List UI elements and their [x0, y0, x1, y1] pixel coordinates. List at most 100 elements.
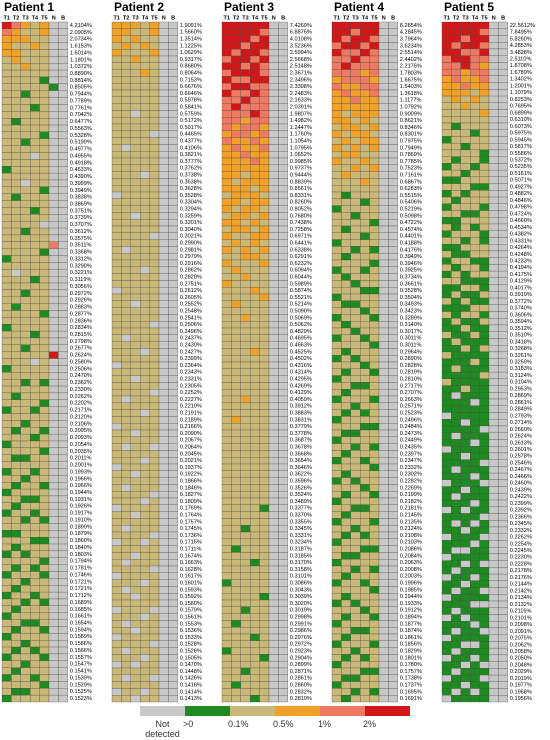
heatmap-cell [158, 130, 169, 138]
row-label: 0.6971% [290, 234, 312, 240]
row-label: 0.2399% [180, 356, 202, 362]
row-label: 0.4724% [510, 211, 532, 217]
heatmap-cell [331, 232, 342, 240]
heatmap-cell [1, 461, 12, 469]
heatmap-cell [20, 255, 31, 263]
heatmap-cell [470, 466, 480, 474]
heatmap-cell [39, 351, 50, 359]
heatmap-cell [451, 311, 461, 319]
heatmap-cell [58, 502, 68, 510]
heatmap-cell [149, 191, 160, 199]
heatmap-cell [121, 518, 131, 526]
heatmap-cell [250, 130, 260, 138]
heatmap-cell [121, 681, 131, 689]
heatmap-cell [460, 28, 471, 36]
row-label: 0.8505% [70, 85, 92, 91]
heatmap-cell [1, 495, 12, 503]
heatmap-cell [30, 221, 40, 229]
heatmap-cell [369, 402, 380, 410]
heatmap-cell [378, 640, 389, 648]
heatmap-cell [441, 270, 452, 278]
column-header: B [171, 15, 175, 21]
heatmap-cell [231, 212, 241, 220]
heatmap-cell [231, 586, 241, 594]
heatmap-cell [168, 620, 178, 628]
row-label: 0.4722% [400, 220, 422, 226]
heatmap-cell [231, 307, 241, 315]
heatmap-cell [20, 571, 31, 579]
heatmap-cell [149, 375, 160, 383]
heatmap-cell [388, 327, 398, 335]
heatmap-cell [158, 620, 169, 628]
heatmap-cell [168, 477, 178, 485]
row-label: 0.5978% [180, 98, 202, 104]
heatmap-cell [441, 102, 452, 110]
heatmap-cell [240, 205, 251, 213]
heatmap-cell [158, 688, 169, 696]
heatmap-cell [140, 620, 150, 628]
heatmap-cell [149, 552, 160, 560]
heatmap-cell [479, 277, 490, 285]
heatmap-cell [1, 688, 12, 696]
heatmap-cell [341, 205, 351, 213]
row-label: 0.3370% [290, 512, 312, 518]
row-label: 0.2578% [510, 454, 532, 460]
heatmap-cell [58, 537, 68, 545]
heatmap-cell [441, 398, 452, 406]
heatmap-cell [130, 654, 141, 662]
heatmap-cell [168, 171, 178, 179]
heatmap-cell [268, 579, 279, 587]
heatmap-cell [1, 372, 12, 380]
heatmap-cell [158, 280, 169, 288]
heatmap-cell [350, 497, 361, 505]
heatmap-cell [240, 579, 251, 587]
row-label: 0.1617% [180, 574, 202, 580]
row-label: 0.1536% [180, 628, 202, 634]
row-label: 0.5586% [510, 151, 532, 157]
heatmap-cell [268, 232, 279, 240]
heatmap-cell [388, 368, 398, 376]
heatmap-cell [48, 633, 59, 641]
heatmap-cell [360, 647, 370, 655]
heatmap-cell [30, 282, 40, 291]
heatmap-cell [30, 317, 40, 325]
heatmap-cell [451, 196, 461, 204]
row-label: 0.5515% [400, 193, 422, 199]
heatmap-cell [460, 210, 471, 218]
heatmap-cell [240, 341, 251, 349]
heatmap-cell [259, 42, 270, 50]
heatmap-cell [341, 89, 351, 97]
heatmap-cell [378, 552, 389, 560]
heatmap-cell [158, 157, 169, 165]
heatmap-cell [479, 345, 490, 353]
row-label: 0.3020% [290, 601, 312, 607]
heatmap-cell [11, 365, 21, 373]
heatmap-cell [479, 190, 490, 198]
heatmap-cell [30, 310, 40, 318]
heatmap-cell [488, 641, 499, 649]
row-label: 0.4918% [70, 160, 92, 166]
heatmap-cell [48, 537, 59, 545]
heatmap-cell [350, 35, 361, 43]
heatmap-cell [11, 83, 21, 91]
heatmap-cell [470, 378, 480, 386]
heatmap-cell [20, 564, 31, 572]
heatmap-cell [331, 552, 342, 560]
row-label: 0.1526% [180, 648, 202, 654]
heatmap-cell [460, 526, 471, 534]
heatmap-cell [149, 613, 160, 621]
heatmap-cell [11, 433, 21, 442]
heatmap-cell [278, 375, 288, 383]
column-header: T3 [352, 15, 358, 21]
heatmap-cell [11, 138, 21, 146]
heatmap-cell [240, 293, 251, 301]
row-label: 0.2362% [70, 380, 92, 386]
heatmap-cell [168, 321, 178, 329]
heatmap-cell [250, 103, 260, 111]
heatmap-cell [498, 122, 508, 130]
heatmap-cell [149, 525, 160, 533]
heatmap-cell [451, 223, 461, 231]
heatmap-cell [221, 599, 232, 607]
heatmap-cell [259, 395, 270, 403]
row-label: 0.2003% [400, 574, 422, 580]
